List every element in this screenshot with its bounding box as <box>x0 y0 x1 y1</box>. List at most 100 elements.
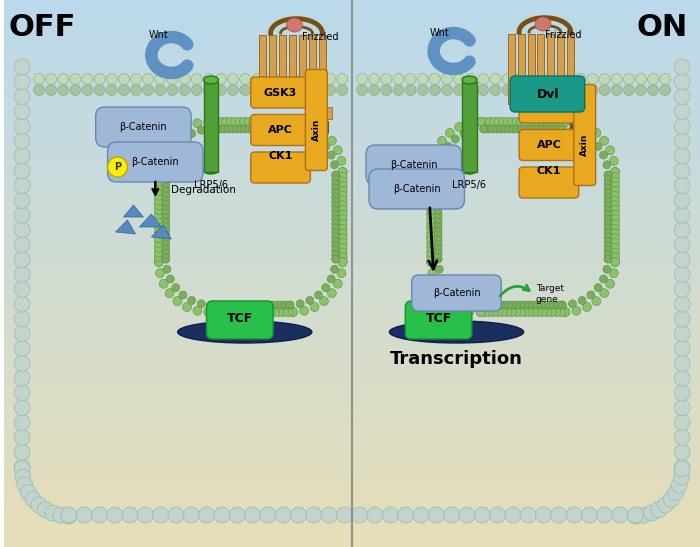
Circle shape <box>108 157 127 177</box>
Circle shape <box>310 123 319 131</box>
Circle shape <box>505 301 512 309</box>
Circle shape <box>529 301 538 309</box>
Circle shape <box>118 73 130 84</box>
Circle shape <box>332 229 340 236</box>
Bar <box>4 480 700 487</box>
Circle shape <box>610 182 620 191</box>
Circle shape <box>278 301 286 309</box>
Circle shape <box>427 258 435 266</box>
Circle shape <box>154 229 163 238</box>
Circle shape <box>20 485 36 501</box>
Circle shape <box>551 73 561 84</box>
Circle shape <box>338 234 347 243</box>
Circle shape <box>643 505 659 521</box>
Circle shape <box>604 202 612 210</box>
Circle shape <box>475 507 490 523</box>
Text: Axin: Axin <box>312 119 321 141</box>
Bar <box>4 333 700 339</box>
Circle shape <box>261 125 270 133</box>
Polygon shape <box>116 220 135 234</box>
Circle shape <box>248 307 258 317</box>
Circle shape <box>244 307 253 317</box>
Circle shape <box>224 301 232 309</box>
Circle shape <box>239 118 248 126</box>
Bar <box>4 168 700 175</box>
Circle shape <box>155 269 164 278</box>
FancyBboxPatch shape <box>574 84 596 185</box>
Circle shape <box>14 415 30 430</box>
Circle shape <box>648 84 659 96</box>
Ellipse shape <box>204 166 218 174</box>
Circle shape <box>428 156 437 165</box>
Circle shape <box>674 415 690 430</box>
Circle shape <box>554 301 562 309</box>
Circle shape <box>522 301 529 309</box>
Circle shape <box>14 444 30 460</box>
Bar <box>4 125 700 131</box>
Circle shape <box>427 224 435 234</box>
Circle shape <box>627 507 643 523</box>
Circle shape <box>488 125 496 133</box>
Circle shape <box>624 84 634 96</box>
Circle shape <box>155 84 166 96</box>
Circle shape <box>600 151 608 159</box>
Bar <box>4 540 700 547</box>
Circle shape <box>162 171 169 179</box>
Circle shape <box>466 306 474 315</box>
Bar <box>4 229 700 235</box>
Circle shape <box>594 284 602 292</box>
Circle shape <box>521 118 530 126</box>
Bar <box>4 65 700 71</box>
Bar <box>4 207 700 213</box>
Text: APC: APC <box>536 140 561 150</box>
Circle shape <box>498 118 508 126</box>
Circle shape <box>154 253 163 262</box>
Circle shape <box>600 275 608 283</box>
Circle shape <box>663 491 679 507</box>
Bar <box>4 0 700 5</box>
Circle shape <box>367 507 383 523</box>
Circle shape <box>603 265 611 274</box>
Circle shape <box>530 118 539 126</box>
Bar <box>4 464 700 470</box>
Circle shape <box>434 171 442 179</box>
Circle shape <box>14 89 30 104</box>
Circle shape <box>330 265 339 274</box>
Circle shape <box>179 135 187 143</box>
Circle shape <box>427 191 435 200</box>
Bar <box>4 240 700 246</box>
Circle shape <box>162 246 169 254</box>
Circle shape <box>172 284 180 292</box>
Circle shape <box>538 73 550 84</box>
Circle shape <box>434 251 442 259</box>
Bar <box>567 34 574 104</box>
Ellipse shape <box>178 321 312 343</box>
Circle shape <box>444 507 460 523</box>
Text: β-Catenin: β-Catenin <box>132 157 179 167</box>
Bar <box>4 130 700 137</box>
Circle shape <box>338 243 347 252</box>
Circle shape <box>338 172 347 181</box>
Circle shape <box>154 182 163 191</box>
Circle shape <box>162 255 169 263</box>
Bar <box>4 349 700 356</box>
Circle shape <box>154 224 163 234</box>
Text: Frizzled: Frizzled <box>302 32 339 42</box>
Circle shape <box>492 301 500 309</box>
Text: GSK3: GSK3 <box>532 102 566 113</box>
Circle shape <box>538 301 546 309</box>
Bar <box>4 426 700 432</box>
Circle shape <box>434 246 442 254</box>
Circle shape <box>253 125 261 133</box>
Text: Dvl: Dvl <box>537 88 559 101</box>
Circle shape <box>521 307 530 317</box>
Bar <box>4 141 700 148</box>
Circle shape <box>106 84 117 96</box>
Circle shape <box>279 118 288 126</box>
Circle shape <box>131 73 141 84</box>
Circle shape <box>398 507 414 523</box>
Bar <box>4 398 700 405</box>
Circle shape <box>332 255 340 263</box>
Circle shape <box>218 307 226 317</box>
Text: APC: APC <box>268 125 293 135</box>
